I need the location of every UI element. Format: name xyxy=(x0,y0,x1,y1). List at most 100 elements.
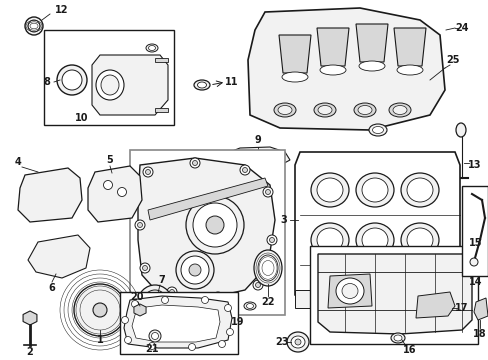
Ellipse shape xyxy=(25,17,43,35)
Text: 17: 17 xyxy=(454,303,468,313)
Ellipse shape xyxy=(341,284,357,298)
Ellipse shape xyxy=(282,72,307,82)
Polygon shape xyxy=(317,254,471,334)
Ellipse shape xyxy=(167,287,177,297)
Ellipse shape xyxy=(197,82,206,88)
Ellipse shape xyxy=(181,256,208,284)
Ellipse shape xyxy=(140,263,150,273)
Text: 24: 24 xyxy=(454,23,468,33)
Polygon shape xyxy=(132,305,220,342)
Ellipse shape xyxy=(57,65,87,95)
Text: 19: 19 xyxy=(231,317,244,327)
Ellipse shape xyxy=(142,290,167,314)
Text: 4: 4 xyxy=(15,157,21,167)
Ellipse shape xyxy=(148,45,155,50)
Ellipse shape xyxy=(28,20,40,32)
Ellipse shape xyxy=(358,61,384,71)
Ellipse shape xyxy=(393,335,401,341)
Ellipse shape xyxy=(131,301,138,307)
Ellipse shape xyxy=(142,167,153,177)
Ellipse shape xyxy=(244,302,256,310)
Ellipse shape xyxy=(240,165,249,175)
Ellipse shape xyxy=(194,80,209,90)
Text: 6: 6 xyxy=(48,283,55,293)
Polygon shape xyxy=(23,311,37,325)
Ellipse shape xyxy=(62,70,82,90)
Ellipse shape xyxy=(388,103,410,117)
Polygon shape xyxy=(415,292,454,318)
Ellipse shape xyxy=(213,292,223,302)
Ellipse shape xyxy=(310,223,348,257)
Polygon shape xyxy=(393,28,425,66)
Ellipse shape xyxy=(176,251,214,289)
Ellipse shape xyxy=(252,280,263,290)
Ellipse shape xyxy=(193,203,237,247)
Ellipse shape xyxy=(101,75,119,95)
Text: 7: 7 xyxy=(158,275,165,285)
Ellipse shape xyxy=(265,189,270,194)
Text: 13: 13 xyxy=(468,160,481,170)
Ellipse shape xyxy=(149,330,161,342)
Bar xyxy=(130,150,285,315)
Ellipse shape xyxy=(266,235,276,245)
Ellipse shape xyxy=(218,341,225,347)
Ellipse shape xyxy=(96,70,124,100)
Polygon shape xyxy=(279,35,310,73)
Ellipse shape xyxy=(148,342,155,350)
Polygon shape xyxy=(316,28,348,66)
Text: 21: 21 xyxy=(145,344,159,354)
Polygon shape xyxy=(247,8,444,130)
Ellipse shape xyxy=(406,228,432,252)
Ellipse shape xyxy=(273,103,295,117)
Ellipse shape xyxy=(124,337,131,343)
Text: 5: 5 xyxy=(106,155,113,165)
Ellipse shape xyxy=(361,178,387,202)
Polygon shape xyxy=(124,296,231,348)
Ellipse shape xyxy=(319,65,346,75)
Polygon shape xyxy=(134,304,146,316)
Ellipse shape xyxy=(406,178,432,202)
Ellipse shape xyxy=(310,173,348,207)
Ellipse shape xyxy=(74,284,126,336)
Ellipse shape xyxy=(150,297,160,307)
Ellipse shape xyxy=(142,266,147,270)
Ellipse shape xyxy=(355,173,393,207)
Text: 25: 25 xyxy=(446,55,459,65)
Polygon shape xyxy=(18,168,82,222)
Ellipse shape xyxy=(317,105,331,114)
Ellipse shape xyxy=(226,328,233,336)
Ellipse shape xyxy=(117,188,126,197)
Ellipse shape xyxy=(137,222,142,228)
Ellipse shape xyxy=(103,180,112,189)
Polygon shape xyxy=(28,235,90,278)
Ellipse shape xyxy=(93,303,107,317)
Ellipse shape xyxy=(258,255,278,281)
Ellipse shape xyxy=(316,228,342,252)
Ellipse shape xyxy=(357,105,371,114)
Bar xyxy=(461,186,487,276)
Text: 22: 22 xyxy=(261,297,274,307)
Ellipse shape xyxy=(189,264,201,276)
Ellipse shape xyxy=(215,294,220,300)
Text: 20: 20 xyxy=(130,292,143,302)
Ellipse shape xyxy=(169,289,174,294)
Text: 14: 14 xyxy=(468,277,482,287)
Ellipse shape xyxy=(246,303,253,309)
Ellipse shape xyxy=(161,297,168,303)
Ellipse shape xyxy=(469,258,477,266)
Polygon shape xyxy=(355,24,387,62)
Ellipse shape xyxy=(218,298,231,307)
Ellipse shape xyxy=(242,167,247,172)
Ellipse shape xyxy=(455,123,465,137)
Ellipse shape xyxy=(269,238,274,243)
Ellipse shape xyxy=(400,223,438,257)
Ellipse shape xyxy=(396,65,422,75)
Text: 18: 18 xyxy=(472,329,486,339)
Ellipse shape xyxy=(190,158,200,168)
Ellipse shape xyxy=(263,187,272,197)
Polygon shape xyxy=(327,274,371,308)
Ellipse shape xyxy=(355,223,393,257)
Polygon shape xyxy=(294,290,459,308)
Ellipse shape xyxy=(253,250,282,286)
Text: 23: 23 xyxy=(275,337,288,347)
